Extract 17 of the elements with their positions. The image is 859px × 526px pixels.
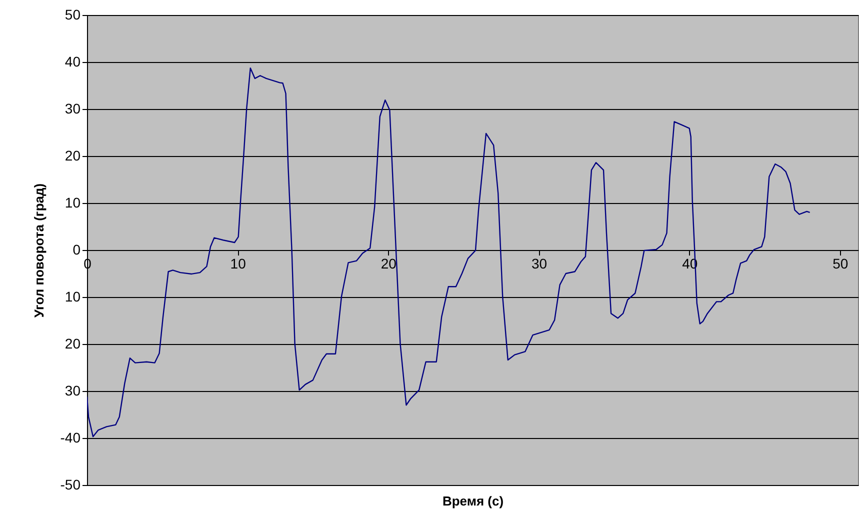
- y-tick-label: -50: [60, 476, 81, 492]
- x-tick-label: 50: [832, 256, 848, 272]
- y-tick-label: 40: [64, 54, 81, 70]
- x-tick-label: 30: [531, 256, 548, 272]
- y-tick-label: -40: [60, 430, 81, 446]
- y-tick-label: 50: [64, 6, 81, 22]
- y-tick-label: 30: [64, 100, 81, 116]
- x-tick-label: 20: [380, 256, 397, 272]
- x-tick-label: 10: [230, 256, 246, 272]
- y-tick-label: 20: [64, 148, 81, 164]
- x-axis-title: Время (с): [442, 494, 504, 508]
- y-tick-label: 0: [72, 242, 81, 258]
- y-tick-label: 20: [64, 336, 81, 352]
- y-tick-label: 30: [64, 382, 81, 398]
- y-axis-title: Угол поворота (град): [31, 183, 46, 318]
- y-tick-label: 10: [64, 194, 81, 210]
- y-tick-label: 10: [64, 288, 81, 304]
